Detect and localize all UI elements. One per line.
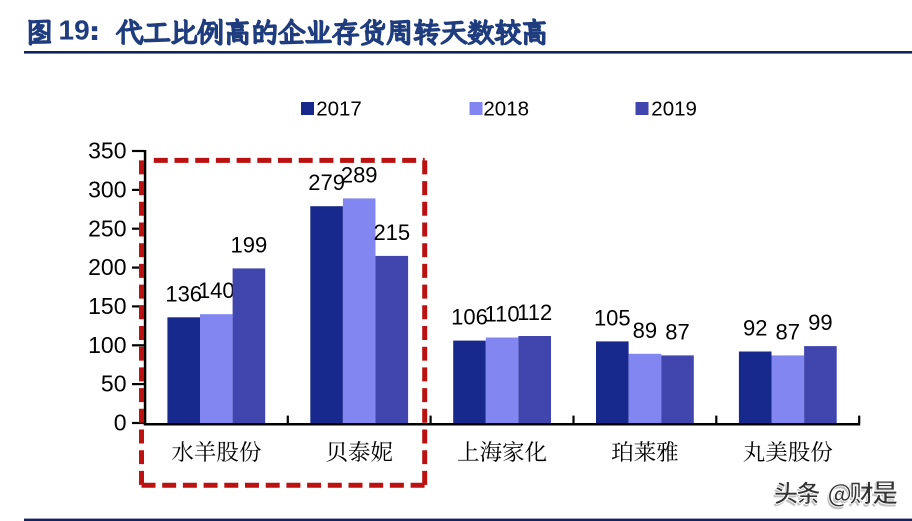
svg-text:300: 300 bbox=[88, 177, 126, 203]
svg-text:110: 110 bbox=[485, 302, 520, 327]
svg-text:106: 106 bbox=[451, 305, 488, 330]
svg-text:19: 19 bbox=[59, 15, 90, 46]
svg-text:2019: 2019 bbox=[651, 97, 697, 120]
svg-text:289: 289 bbox=[341, 162, 378, 187]
svg-text:199: 199 bbox=[231, 232, 268, 257]
svg-text:99: 99 bbox=[808, 310, 832, 335]
svg-text:0: 0 bbox=[114, 410, 127, 436]
svg-text:215: 215 bbox=[373, 220, 410, 245]
svg-text:112: 112 bbox=[517, 300, 552, 325]
svg-text:140: 140 bbox=[198, 278, 235, 303]
svg-text:2017: 2017 bbox=[316, 97, 362, 120]
svg-text:105: 105 bbox=[594, 305, 631, 330]
svg-text:2018: 2018 bbox=[483, 97, 529, 120]
svg-text:92: 92 bbox=[743, 316, 767, 341]
svg-text:87: 87 bbox=[665, 319, 689, 344]
svg-text:200: 200 bbox=[88, 254, 126, 280]
svg-text:50: 50 bbox=[101, 371, 127, 397]
svg-text:350: 350 bbox=[88, 138, 126, 164]
svg-text:136: 136 bbox=[165, 281, 202, 306]
svg-text:87: 87 bbox=[776, 319, 800, 344]
svg-text:150: 150 bbox=[88, 293, 126, 319]
svg-text:100: 100 bbox=[88, 332, 126, 358]
svg-text:279: 279 bbox=[308, 170, 345, 195]
svg-text:250: 250 bbox=[88, 215, 126, 241]
svg-text:89: 89 bbox=[633, 318, 657, 343]
